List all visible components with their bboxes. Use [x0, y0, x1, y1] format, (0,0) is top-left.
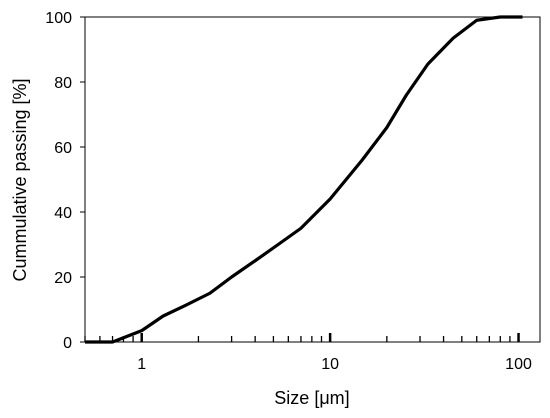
y-axis-tick-labels: 0 20 40 60 80 100 — [45, 10, 72, 352]
y-axis-title: Cummulative passing [%] — [10, 78, 30, 281]
x-axis-tick-labels: 1 10 100 — [137, 356, 532, 373]
y-tick-label: 60 — [54, 140, 72, 157]
plot-frame — [84, 16, 541, 343]
x-tick-label: 1 — [137, 356, 146, 373]
x-axis-title: Size [μm] — [274, 388, 349, 408]
y-tick-label: 40 — [54, 205, 72, 222]
x-axis-ticks — [84, 333, 520, 342]
y-axis-ticks — [80, 16, 85, 343]
x-tick-label: 100 — [505, 356, 532, 373]
x-tick-label: 10 — [321, 356, 339, 373]
y-tick-label: 0 — [63, 335, 72, 352]
y-tick-label: 80 — [54, 75, 72, 92]
y-tick-label: 20 — [54, 270, 72, 287]
series-line — [85, 15, 523, 344]
y-tick-label: 100 — [45, 10, 72, 27]
